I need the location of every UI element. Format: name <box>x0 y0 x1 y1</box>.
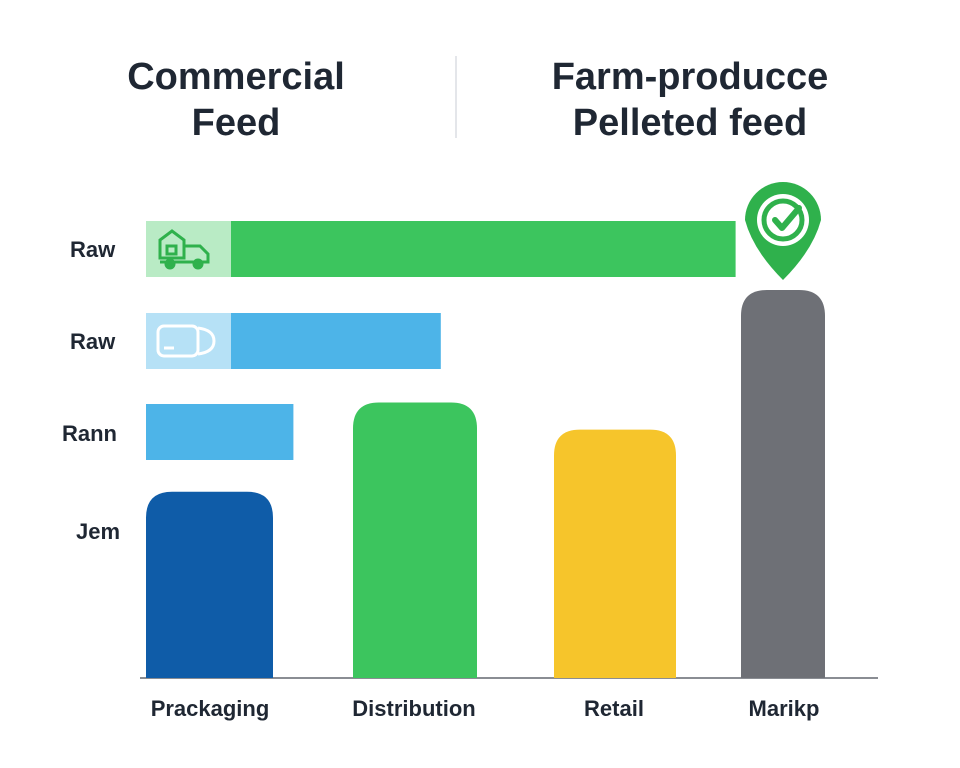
title-divider <box>455 56 457 138</box>
chart-title-right: Farm-producce Pelleted feed <box>520 54 860 146</box>
row-label-3: Rann <box>62 421 117 446</box>
package-icon <box>156 324 216 358</box>
package-icon-tile <box>146 313 231 369</box>
row-label-1: Raw <box>70 237 116 262</box>
check-pin-icon <box>745 182 821 280</box>
chart-title-left: Commercial Feed <box>96 54 376 146</box>
row-label-4: Jem <box>76 519 121 544</box>
title-right-line1: Farm-producce <box>551 56 829 98</box>
category-label-4: Marikp <box>748 696 820 721</box>
vertical-bar-1 <box>146 491 273 678</box>
title-left-line1: Commercial <box>127 56 345 98</box>
category-label-1: Prackaging <box>150 696 270 721</box>
farm-truck-icon <box>158 229 210 270</box>
vertical-bar-3 <box>554 429 676 678</box>
horizontal-bar-1 <box>146 221 736 277</box>
category-label-3: Retail <box>584 696 644 721</box>
vertical-bar-4 <box>741 290 825 678</box>
vertical-bar-2 <box>353 402 477 678</box>
horizontal-bar-3 <box>146 404 294 460</box>
row-label-2: Raw <box>70 329 116 354</box>
title-left-line2: Feed <box>191 102 281 144</box>
title-right-line2: Pelleted feed <box>572 102 808 144</box>
category-label-2: Distribution <box>352 696 476 721</box>
